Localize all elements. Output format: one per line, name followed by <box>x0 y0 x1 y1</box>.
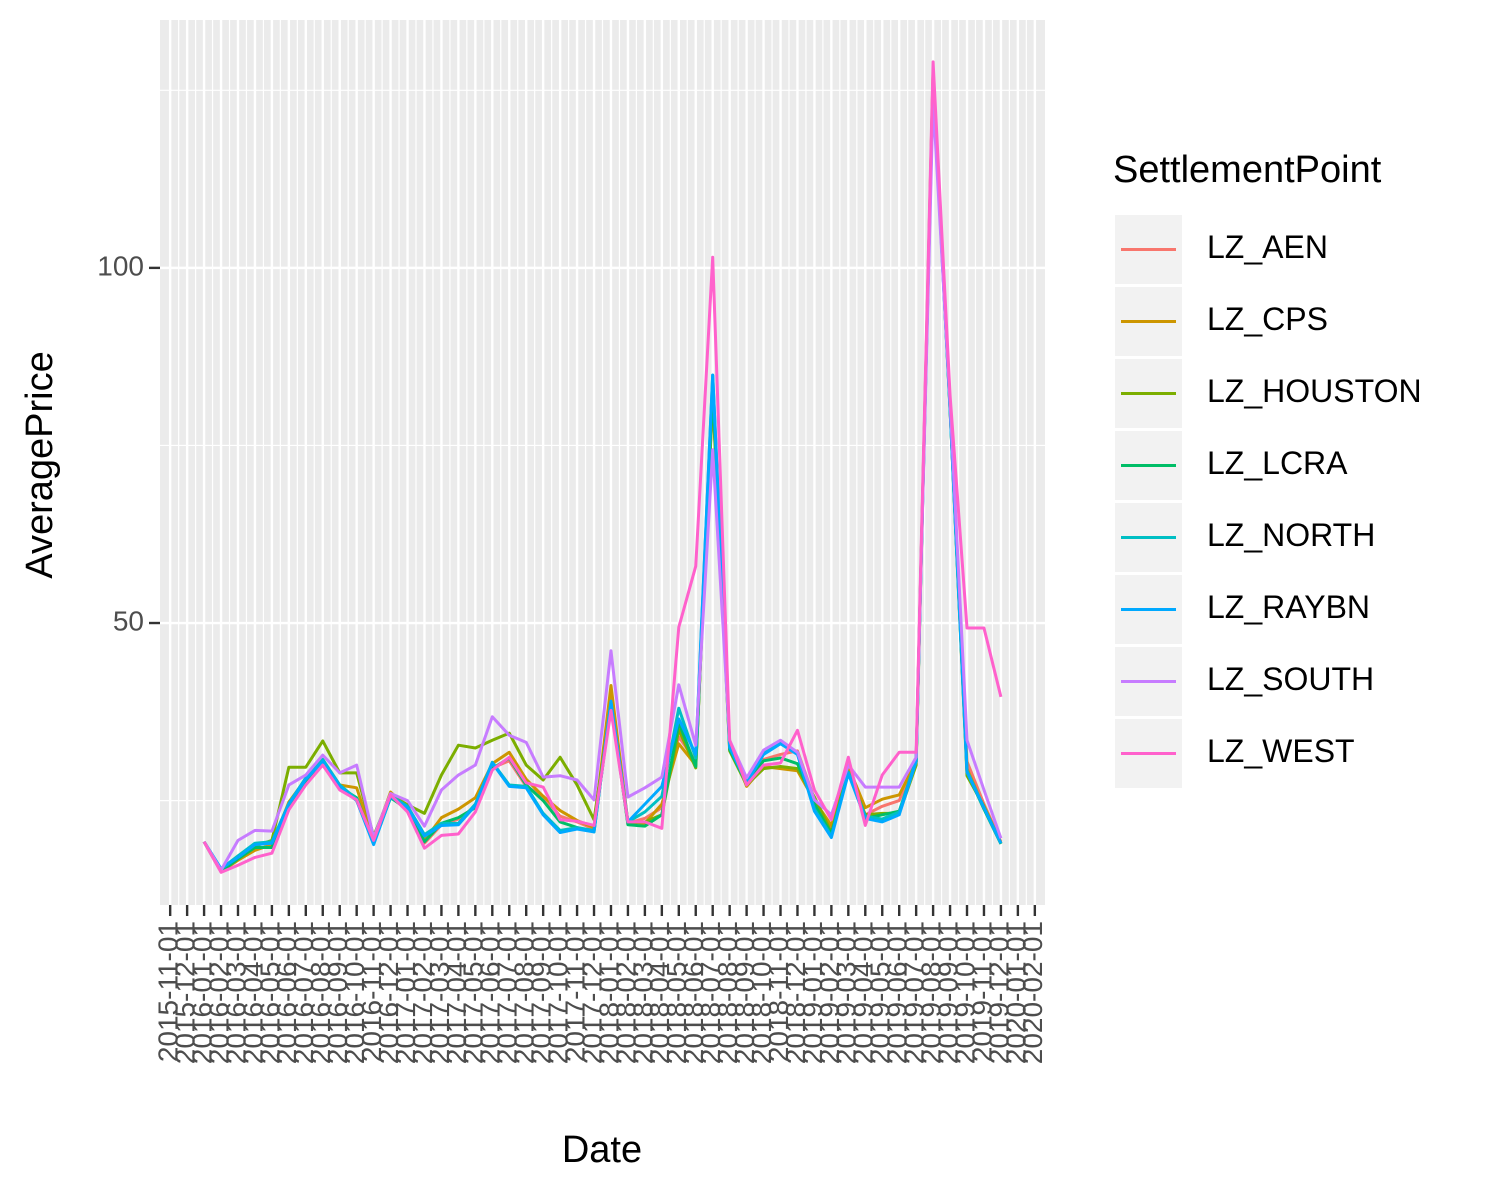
x-tick-label: 2019-12-01 <box>983 921 1014 1064</box>
legend-label: LZ_RAYBN <box>1207 589 1370 625</box>
x-tick-label: 2019-07-01 <box>899 921 930 1064</box>
legend-label: LZ_WEST <box>1207 733 1355 769</box>
x-axis-label: Date <box>562 1129 642 1171</box>
legend-label: LZ_SOUTH <box>1207 661 1374 697</box>
x-tick-label: 2018-12-01 <box>780 921 811 1064</box>
legend-label: LZ_CPS <box>1207 301 1328 337</box>
x-tick-label: 2016-12-01 <box>373 921 404 1064</box>
x-tick-label: 2016-01-01 <box>186 921 217 1064</box>
x-tick-label: 2016-03-01 <box>220 921 251 1064</box>
x-tick-label: 2017-08-01 <box>509 921 540 1064</box>
x-tick-label: 2019-04-01 <box>848 921 879 1064</box>
legend-label: LZ_HOUSTON <box>1207 373 1422 409</box>
x-tick-label: 2015-11-01 <box>153 921 184 1062</box>
x-tick-label: 2015-12-01 <box>170 921 201 1064</box>
legend-title: SettlementPoint <box>1113 149 1382 191</box>
x-tick-label: 2016-04-01 <box>237 921 268 1064</box>
x-tick-label: 2017-05-01 <box>458 921 489 1064</box>
x-tick-label: 2016-05-01 <box>254 921 285 1064</box>
x-tick-label: 2018-06-01 <box>678 921 709 1064</box>
x-tick-label: 2019-09-01 <box>932 921 963 1064</box>
x-tick-label: 2016-09-01 <box>322 921 353 1064</box>
y-tick-label: 100 <box>97 250 144 281</box>
legend-label: LZ_AEN <box>1207 229 1328 265</box>
x-tick-label: 2018-03-01 <box>627 921 658 1064</box>
legend-label: LZ_NORTH <box>1207 517 1375 553</box>
series-line <box>202 98 1003 872</box>
x-tick-label: 2016-06-01 <box>271 921 302 1064</box>
x-tick-label: 2017-12-01 <box>576 921 607 1064</box>
y-axis-label: AveragePrice <box>19 351 61 578</box>
x-tick-label: 2019-08-01 <box>915 921 946 1064</box>
x-tick-label: 2017-03-01 <box>424 921 455 1064</box>
x-tick-label: 2017-09-01 <box>526 921 557 1064</box>
x-tick-label: 2017-01-01 <box>390 921 421 1064</box>
x-tick-label: 2017-06-01 <box>475 921 506 1064</box>
x-tick-label: 2016-07-01 <box>288 921 319 1064</box>
x-tick-label: 2018-07-01 <box>695 921 726 1064</box>
y-tick-label: 50 <box>113 605 144 636</box>
x-tick-label: 2018-05-01 <box>661 921 692 1064</box>
x-tick-label: 2017-07-01 <box>492 921 523 1064</box>
x-tick-label: 2020-02-01 <box>1017 921 1048 1064</box>
x-tick-label: 2019-11-01 <box>966 921 997 1062</box>
x-tick-label: 2018-09-01 <box>729 921 760 1064</box>
x-tick-label: 2017-02-01 <box>407 921 438 1064</box>
x-tick-label: 2020-01-01 <box>1000 921 1031 1064</box>
x-tick-label: 2016-10-01 <box>339 921 370 1064</box>
x-tick-label: 2019-05-01 <box>865 921 896 1064</box>
x-tick-label: 2016-02-01 <box>203 921 234 1064</box>
x-tick-label: 2018-04-01 <box>644 921 675 1064</box>
x-tick-label: 2019-10-01 <box>949 921 980 1064</box>
x-tick-label: 2018-02-01 <box>610 921 641 1064</box>
x-tick-label: 2018-11-01 <box>763 921 794 1062</box>
x-tick-label: 2019-03-01 <box>831 921 862 1064</box>
x-tick-label: 2016-08-01 <box>305 921 336 1064</box>
x-tick-label: 2019-02-01 <box>814 921 845 1064</box>
x-tick-label: 2018-01-01 <box>593 921 624 1064</box>
x-tick-label: 2017-04-01 <box>441 921 472 1064</box>
x-tick-label: 2019-01-01 <box>797 921 828 1064</box>
x-tick-label: 2018-08-01 <box>712 921 743 1064</box>
x-tick-label: 2018-10-01 <box>746 921 777 1064</box>
legend-label: LZ_LCRA <box>1207 445 1348 481</box>
x-tick-label: 2017-11-01 <box>559 921 590 1062</box>
series-line <box>202 60 1003 874</box>
x-tick-label: 2017-10-01 <box>543 921 574 1064</box>
x-tick-label: 2019-06-01 <box>882 921 913 1064</box>
x-tick-label: 2016-11-01 <box>356 921 387 1062</box>
